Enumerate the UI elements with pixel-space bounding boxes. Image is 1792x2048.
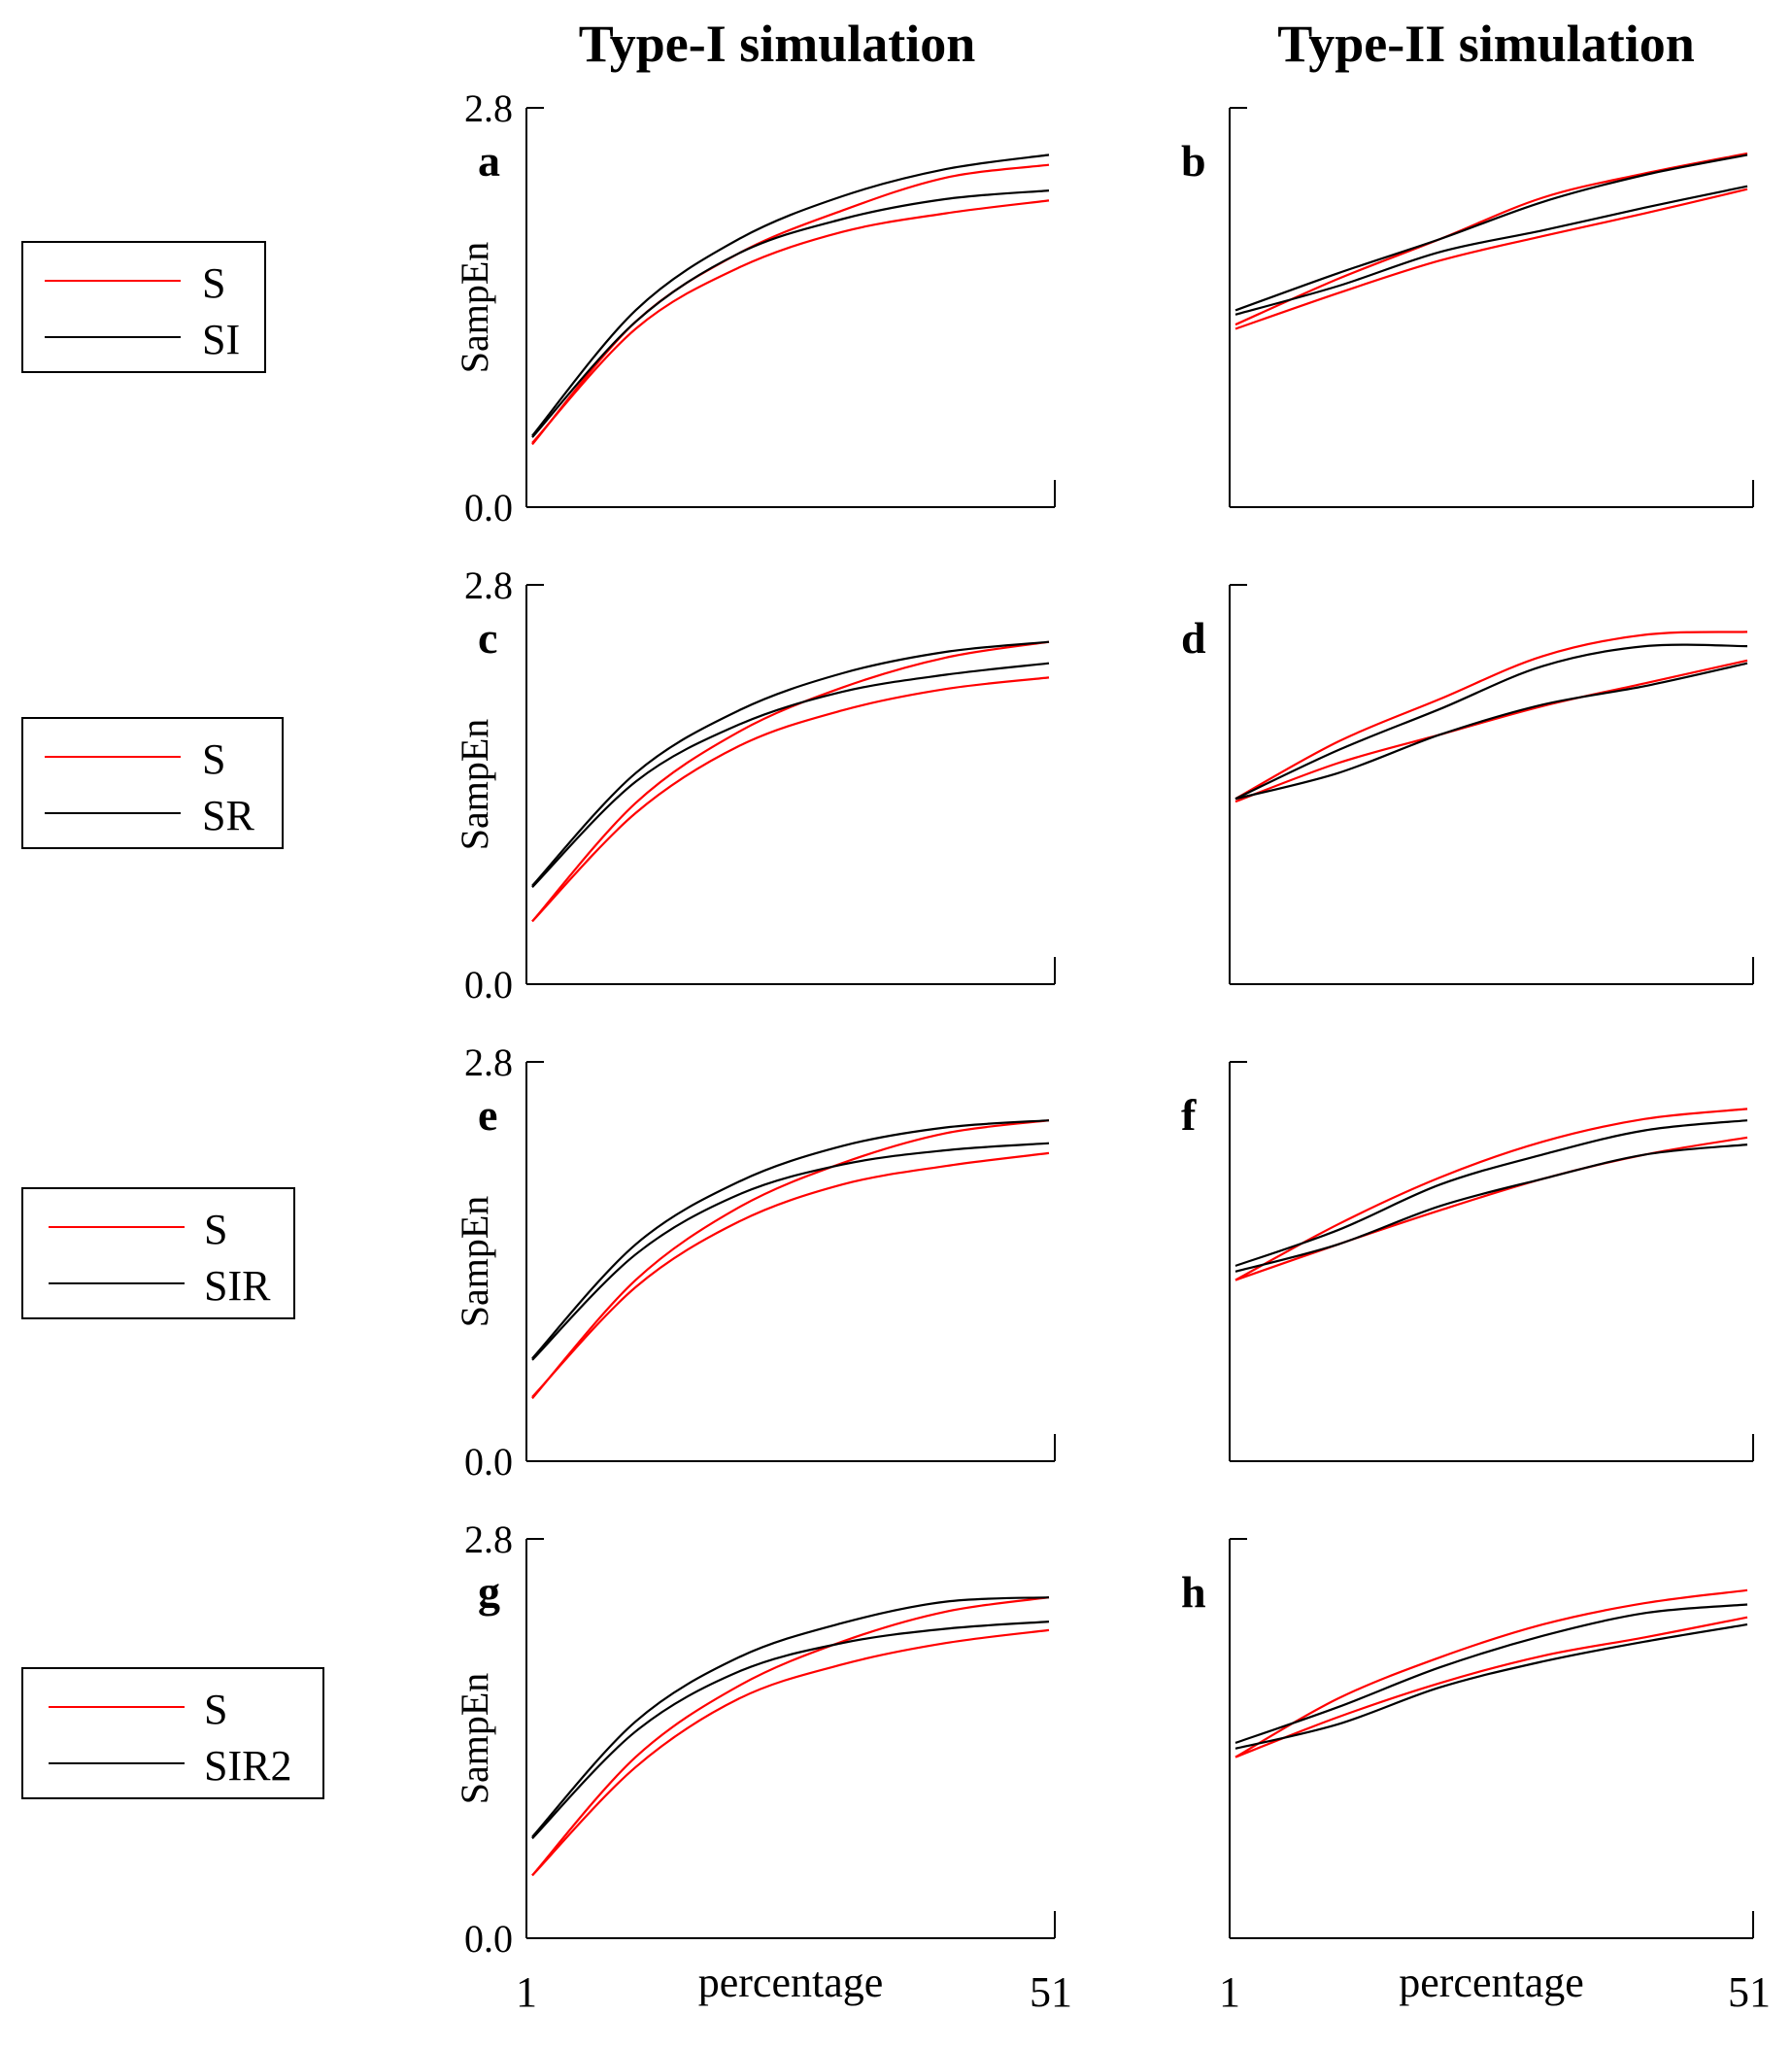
y-axis-label: SampEn — [453, 719, 496, 851]
series-line-black — [531, 1142, 1050, 1361]
panel-label: a — [478, 136, 500, 186]
y-axis-label: SampEn — [453, 1196, 496, 1328]
legend-label-sir2: SIR2 — [204, 1742, 292, 1790]
series-line-red — [1234, 152, 1748, 326]
legend-box-row2: S SR — [21, 717, 284, 849]
panel-label: d — [1181, 613, 1206, 663]
series-line-red — [531, 640, 1050, 923]
legend-line-sr — [45, 812, 181, 814]
series-line-red — [531, 676, 1050, 923]
y-tick-label: 2.8 — [464, 86, 513, 130]
series-line-black — [531, 640, 1050, 887]
y-tick-label: 0.0 — [464, 963, 513, 1007]
panel-h: h 1 51 percentage — [1181, 1538, 1771, 2016]
series-line-black — [1234, 1119, 1748, 1267]
panel-a: a 2.8 0.0 SampEn — [453, 86, 1056, 529]
legend-label-sr: SR — [202, 792, 254, 839]
y-tick-label: 0.0 — [464, 486, 513, 529]
legend-label-s: S — [202, 259, 226, 307]
series-line-red — [1234, 1588, 1748, 1758]
panel-c: c 2.8 0.0 SampEn — [453, 563, 1056, 1007]
column-title-type-1: Type-I simulation — [578, 15, 976, 73]
series-line-red — [531, 1119, 1050, 1400]
series-line-red — [531, 1151, 1050, 1398]
panel-g: g 2.8 0.0 SampEn 1 51 percentage — [453, 1518, 1072, 2016]
x-tick-label: 1 — [516, 1968, 537, 2016]
legend-line-si — [45, 336, 181, 338]
legend-label-s: S — [204, 1206, 228, 1253]
panel-f: f — [1181, 1061, 1754, 1462]
panel-e: e 2.8 0.0 SampEn — [453, 1041, 1056, 1484]
panel-label: g — [478, 1567, 500, 1617]
series-line-black — [531, 1119, 1050, 1360]
y-tick-label: 2.8 — [464, 563, 513, 607]
legend-box-row4: S SIR2 — [21, 1667, 324, 1799]
column-title-type-2: Type-II simulation — [1277, 15, 1695, 73]
series-line-red — [531, 1628, 1050, 1877]
panel-label: c — [478, 613, 497, 663]
y-tick-label: 2.8 — [464, 1518, 513, 1561]
legend-label-s: S — [202, 735, 226, 783]
legend-label-si: SI — [202, 316, 241, 363]
x-tick-label: 51 — [1728, 1968, 1771, 2016]
series-line-red — [1234, 188, 1748, 330]
series-line-red — [1234, 631, 1748, 801]
series-line-black — [1234, 154, 1748, 312]
series-line-black — [1234, 1623, 1748, 1750]
legend-line-s — [49, 1706, 185, 1708]
series-line-black — [531, 1596, 1050, 1838]
x-tick-label: 51 — [1030, 1968, 1072, 2016]
series-line-black — [1234, 643, 1748, 801]
x-axis-label: percentage — [1399, 1959, 1584, 2006]
y-axis-label: SampEn — [453, 242, 496, 374]
legend-label-s: S — [204, 1686, 228, 1733]
x-tick-label: 1 — [1219, 1968, 1240, 2016]
series-line-black — [1234, 1143, 1748, 1273]
series-line-black — [1234, 185, 1748, 316]
legend-label-sir: SIR — [204, 1262, 271, 1310]
series-line-red — [1234, 1616, 1748, 1758]
panel-b: b — [1181, 107, 1754, 508]
x-axis-label: percentage — [698, 1959, 884, 2006]
series-line-red — [531, 1596, 1050, 1877]
y-axis-label: SampEn — [453, 1673, 496, 1805]
panel-label: h — [1181, 1567, 1206, 1617]
panel-label: b — [1181, 136, 1206, 186]
y-tick-label: 0.0 — [464, 1917, 513, 1961]
legend-box-row1: S SI — [21, 241, 266, 373]
panel-d: d — [1181, 584, 1754, 985]
series-line-red — [1234, 1108, 1748, 1281]
y-tick-label: 2.8 — [464, 1041, 513, 1084]
series-line-black — [531, 154, 1050, 437]
legend-line-s — [45, 756, 181, 758]
series-line-black — [531, 189, 1050, 438]
series-line-black — [531, 1621, 1050, 1840]
series-line-black — [1234, 1603, 1748, 1744]
legend-box-row3: S SIR — [21, 1187, 295, 1319]
panel-label: f — [1181, 1090, 1197, 1140]
series-line-red — [531, 199, 1050, 444]
y-tick-label: 0.0 — [464, 1440, 513, 1484]
series-line-black — [531, 662, 1050, 888]
series-line-red — [1234, 659, 1748, 803]
legend-line-s — [45, 280, 181, 282]
panel-label: e — [478, 1090, 497, 1140]
series-line-red — [531, 163, 1050, 446]
series-line-black — [1234, 662, 1748, 801]
legend-line-sir — [49, 1282, 185, 1284]
legend-line-sir2 — [49, 1762, 185, 1764]
legend-line-s — [49, 1226, 185, 1228]
